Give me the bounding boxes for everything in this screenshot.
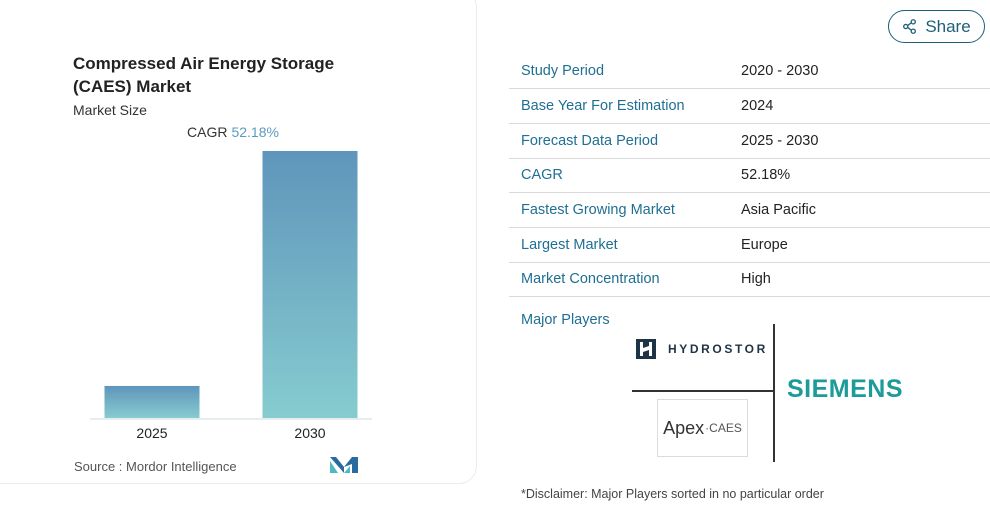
fact-label: Study Period [509,54,741,90]
facts-row: Study Period 2020 - 2030 [509,54,990,90]
players-divider-horizontal [632,390,775,392]
facts-row: Forecast Data Period 2025 - 2030 [509,123,990,159]
hydrostor-logo: HYDROSTOR [636,339,768,359]
mordor-intelligence-logo-icon [330,457,358,473]
players-divider-vertical [773,324,775,462]
fact-label: CAGR [509,158,741,194]
siemens-logo: SIEMENS [787,375,904,403]
market-size-card [0,0,477,484]
fact-value: 2024 [741,88,990,124]
fact-label: Forecast Data Period [509,123,741,159]
facts-row: CAGR 52.18% [509,158,990,194]
apex-wordmark: Apex [663,417,705,438]
x-tick-label: 2030 [294,425,325,441]
fact-label: Market Concentration [509,262,741,298]
fact-value: 2025 - 2030 [741,123,990,159]
market-facts-table: Study Period 2020 - 2030 Base Year For Est… [509,54,990,298]
apex-caes-suffix: ·CAES [705,421,742,435]
chart-title: Compressed Air Energy Storage (CAES) Mar… [73,54,335,96]
fact-value: High [741,262,990,298]
share-button[interactable]: Share [888,10,985,43]
cagr-annotation-label: CAGR [187,124,228,140]
share-label: Share [925,16,971,36]
major-players-label: Major Players [521,312,610,328]
bar-2025 [104,385,200,418]
disclaimer-text: *Disclaimer: Major Players sorted in no … [521,487,824,501]
fact-label: Largest Market [509,227,741,263]
cagr-annotation: CAGR 52.18% [187,124,279,140]
cagr-annotation-value: 52.18% [231,124,279,140]
facts-row: Largest Market Europe [509,227,990,263]
fact-value: Europe [741,227,990,263]
fact-value: 52.18% [741,158,990,194]
apex-caes-logo: Apex ·CAES [657,399,748,457]
market-size-chart: 2025 2030 [90,151,372,441]
chart-source: Source : Mordor Intelligence [74,459,237,474]
fact-label: Fastest Growing Market [509,192,741,228]
share-icon [903,19,917,34]
fact-value: Asia Pacific [741,192,990,228]
x-tick-label: 2025 [136,425,167,441]
fact-label: Base Year For Estimation [509,88,741,124]
fact-value: 2020 - 2030 [741,54,990,90]
facts-row: Market Concentration High [509,262,990,298]
hydrostor-h-icon [636,339,656,359]
chart-subtitle: Market Size [73,102,147,118]
hydrostor-wordmark: HYDROSTOR [668,342,768,356]
facts-row: Base Year For Estimation 2024 [509,88,990,124]
bar-2030 [262,151,358,418]
facts-row: Fastest Growing Market Asia Pacific [509,192,990,228]
